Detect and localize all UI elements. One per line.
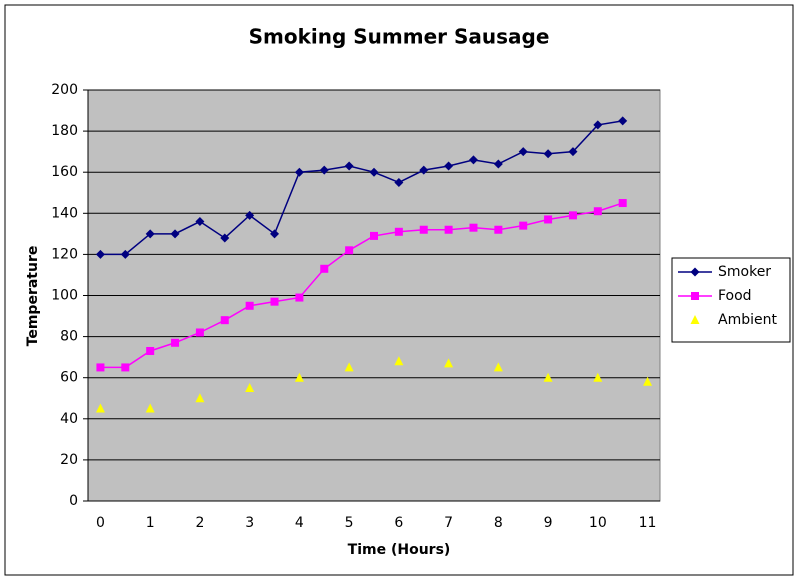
x-tick-label: 10 [589, 515, 607, 531]
marker [690, 267, 700, 277]
marker [146, 346, 155, 355]
x-tick-label: 9 [544, 515, 553, 531]
marker [245, 301, 254, 310]
marker [145, 229, 155, 239]
marker [593, 372, 603, 382]
marker [344, 362, 354, 372]
marker [145, 403, 155, 413]
marker [494, 225, 503, 234]
marker [444, 358, 454, 368]
marker [394, 356, 404, 366]
y-tick-label: 40 [60, 411, 78, 427]
y-tick-label: 140 [51, 205, 78, 221]
marker [394, 227, 403, 236]
chart-title: Smoking Summer Sausage [249, 25, 550, 49]
marker [493, 362, 503, 372]
legend-label: Food [718, 288, 752, 304]
marker [295, 293, 304, 302]
y-tick-label: 200 [51, 82, 78, 98]
legend-label: Ambient [718, 312, 777, 328]
marker [618, 199, 627, 208]
marker [171, 338, 180, 347]
series-line [100, 202, 623, 369]
marker [568, 147, 578, 157]
y-tick-label: 160 [51, 164, 78, 180]
marker [96, 363, 105, 372]
marker [543, 372, 553, 382]
marker [419, 225, 428, 234]
y-tick-label: 80 [60, 329, 78, 345]
y-tick-label: 100 [51, 288, 78, 304]
y-tick-label: 20 [60, 452, 78, 468]
marker [618, 116, 628, 126]
marker [245, 210, 255, 220]
marker [95, 249, 105, 259]
marker [170, 229, 180, 239]
marker [294, 167, 304, 177]
y-axis-title: Temperature [25, 246, 41, 347]
legend: Smoker Food Ambient [671, 257, 791, 343]
series-line [100, 120, 623, 256]
x-tick-label: 4 [295, 515, 304, 531]
marker [519, 221, 528, 230]
marker [319, 165, 329, 175]
marker [593, 120, 603, 130]
marker [568, 211, 577, 220]
marker [690, 315, 700, 324]
y-tick-label: 0 [69, 493, 78, 509]
x-tick-label: 6 [394, 515, 403, 531]
marker [220, 316, 229, 325]
marker [691, 292, 699, 300]
marker [95, 403, 105, 413]
y-tick-label: 60 [60, 370, 78, 386]
marker [270, 297, 279, 306]
marker [120, 249, 130, 259]
marker [394, 177, 404, 187]
x-tick-label: 0 [96, 515, 105, 531]
marker [369, 167, 379, 177]
marker [370, 231, 378, 240]
marker [294, 372, 304, 382]
marker [643, 376, 653, 386]
marker [195, 393, 205, 403]
x-tick-label: 3 [245, 515, 254, 531]
marker [593, 207, 602, 216]
marker [195, 328, 204, 337]
x-tick-label: 1 [146, 515, 155, 531]
marker [544, 215, 553, 224]
marker [121, 363, 130, 372]
marker [320, 264, 329, 273]
marker [518, 147, 528, 157]
marker [543, 149, 553, 159]
marker [444, 161, 454, 171]
marker [245, 382, 255, 392]
marker [469, 223, 478, 232]
legend-label: Smoker [718, 264, 771, 280]
marker [493, 159, 503, 169]
marker [344, 161, 354, 171]
marker [468, 155, 478, 165]
marker [270, 229, 280, 239]
x-tick-label: 8 [494, 515, 503, 531]
marker [345, 246, 354, 255]
x-axis-title: Time (Hours) [348, 542, 451, 558]
marker [419, 165, 429, 175]
x-tick-label: 7 [444, 515, 453, 531]
y-tick-label: 180 [51, 123, 78, 139]
marker [444, 225, 453, 234]
x-tick-label: 11 [639, 515, 657, 531]
x-tick-label: 2 [195, 515, 204, 531]
marker [195, 217, 205, 227]
y-tick-label: 120 [51, 246, 78, 262]
x-tick-label: 5 [345, 515, 354, 531]
marker [220, 233, 230, 243]
